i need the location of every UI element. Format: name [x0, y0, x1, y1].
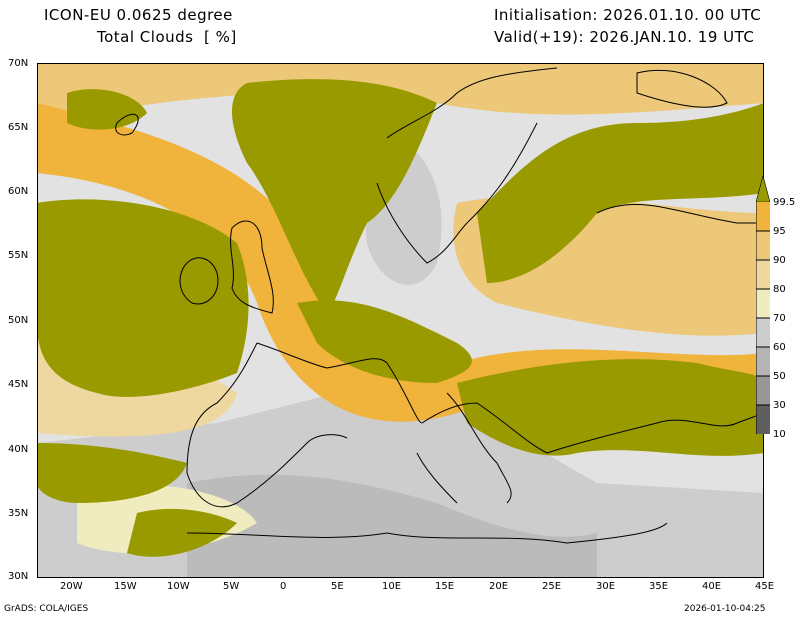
colorbar — [756, 176, 770, 434]
lon-label: 10W — [167, 581, 190, 592]
model-title: ICON-EU 0.0625 degree — [44, 6, 233, 24]
lat-label: 45N — [8, 379, 29, 390]
colorbar-label: 70 — [773, 313, 786, 324]
lat-label: 40N — [8, 444, 29, 455]
lat-label: 55N — [8, 250, 29, 261]
lon-label: 30E — [596, 581, 616, 592]
colorbar-label: 30 — [773, 400, 786, 411]
colorbar-segment — [756, 289, 770, 318]
colorbar-overflow-triangle — [756, 176, 770, 203]
lon-label: 40E — [702, 581, 722, 592]
colorbar-label: 99.5 — [773, 197, 796, 208]
lon-label: 20E — [489, 581, 509, 592]
variable-title: Total Clouds [ %] — [97, 28, 237, 46]
lon-label: 45E — [755, 581, 775, 592]
lat-label: 50N — [8, 315, 29, 326]
colorbar-label: 90 — [773, 255, 786, 266]
initialisation-time: Initialisation: 2026.01.10. 00 UTC — [494, 6, 762, 24]
colorbar-label: 60 — [773, 342, 786, 353]
lat-label: 30N — [8, 571, 29, 582]
colorbar-label: 95 — [773, 226, 786, 237]
lat-label: 70N — [8, 58, 29, 69]
lon-label: 5E — [331, 581, 344, 592]
colorbar-segment — [756, 202, 770, 231]
lat-label: 65N — [8, 122, 29, 133]
colorbar-segment — [756, 405, 770, 434]
lon-label: 20W — [60, 581, 83, 592]
lon-label: 25E — [542, 581, 562, 592]
colorbar-segment — [756, 231, 770, 260]
colorbar-segment — [756, 347, 770, 376]
cloud-cover-map — [37, 63, 764, 578]
lat-label: 35N — [8, 508, 29, 519]
valid-time: Valid(+19): 2026.JAN.10. 19 UTC — [494, 28, 755, 46]
colorbar-segment — [756, 318, 770, 347]
colorbar-label: 10 — [773, 429, 786, 440]
grads-credit: GrADS: COLA/IGES — [4, 604, 89, 614]
lon-label: 0 — [280, 581, 287, 592]
colorbar-segment — [756, 260, 770, 289]
lon-label: 15E — [435, 581, 455, 592]
colorbar-segment — [756, 376, 770, 405]
lon-label: 5W — [223, 581, 240, 592]
render-timestamp: 2026-01-10-04:25 — [684, 604, 766, 614]
lon-label: 10E — [382, 581, 402, 592]
colorbar-label: 50 — [773, 371, 786, 382]
cloud-fields — [37, 63, 764, 578]
lat-label: 60N — [8, 186, 29, 197]
colorbar-label: 80 — [773, 284, 786, 295]
lon-label: 15W — [114, 581, 137, 592]
lon-label: 35E — [649, 581, 669, 592]
